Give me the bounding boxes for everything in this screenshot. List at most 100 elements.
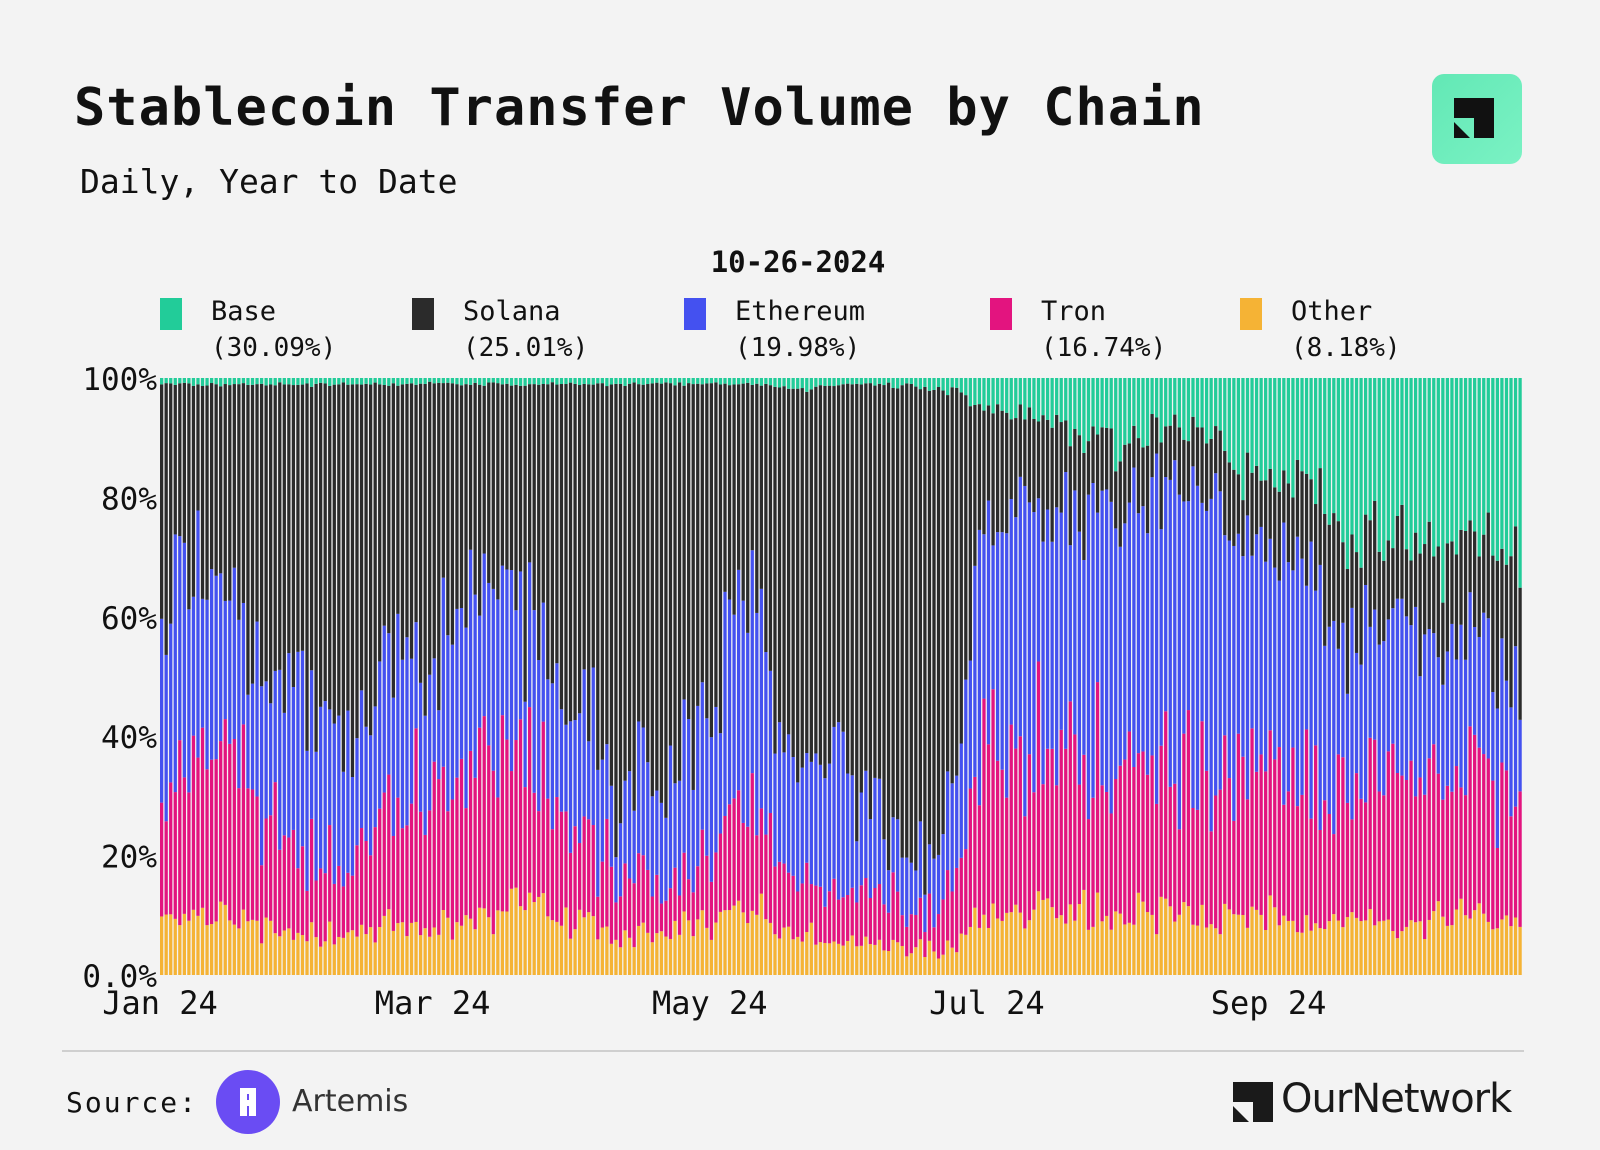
bar-segment-base [941,378,945,391]
bar-segment-tron [500,715,505,912]
bar-segment-base [273,378,277,386]
bar-segment-base [523,378,527,386]
bar-segment-tron [668,888,673,939]
bar-segment-tron [1132,767,1136,925]
bar-segment-other [368,927,373,975]
bar-segment-ethereum [900,857,904,916]
bar-segment-ethereum [264,681,268,819]
bar-segment-other [523,910,527,975]
bar-segment-solana [1214,426,1218,474]
bar-segment-ethereum [700,682,704,830]
bar-segment-other [850,935,854,975]
bar-segment-ethereum [1114,528,1118,780]
bar-segment-tron [646,869,650,933]
bar-segment-ethereum [1318,564,1322,830]
bar-segment-tron [1345,802,1350,918]
bar-segment-ethereum [550,683,554,830]
bar-segment-base [255,378,259,385]
bar-segment-tron [1382,795,1386,921]
bar-segment-solana [514,384,518,611]
bar-segment-base [1332,378,1336,514]
bar-segment-ethereum [773,753,777,867]
bar-segment-base [473,378,477,383]
bar-segment-tron [1418,777,1422,922]
bar-segment-ethereum [1418,676,1422,778]
bar-segment-other [182,913,186,975]
bar-segment-ethereum [882,839,886,905]
bar-segment-tron [496,797,500,911]
bar-segment-ethereum [682,699,686,853]
bar-segment-solana [196,384,200,511]
x-tick-label: Jul 24 [929,984,1045,1022]
bar-segment-base [1250,378,1254,473]
bar-segment-base [1359,378,1363,568]
bar-segment-tron [323,873,327,942]
bar-segment-solana [219,386,223,574]
bar-segment-other [241,909,246,975]
bar-segment-ethereum [528,562,532,708]
bar-segment-base [1168,378,1172,426]
bar-segment-ethereum [791,757,795,876]
bar-segment-base [737,378,741,385]
bar-segment-base [1391,378,1395,549]
bar-segment-tron [214,759,218,922]
bar-segment-other [1386,919,1390,975]
bar-segment-base [1282,378,1286,471]
bar-segment-solana [650,383,654,797]
bar-segment-ethereum [977,529,982,806]
bar-segment-base [205,378,209,386]
bar-segment-base [387,378,391,386]
bar-segment-solana [1400,504,1404,599]
bar-segment-other [478,907,482,975]
bar-segment-tron [341,886,345,938]
bar-segment-base [1427,378,1431,522]
bar-segment-solana [1191,416,1195,467]
bar-segment-base [900,378,904,386]
bar-segment-solana [259,383,264,687]
bar-segment-ethereum [368,735,373,856]
bar-segment-tron [1445,785,1450,926]
bar-segment-ethereum [591,667,595,826]
bar-segment-other [1109,929,1113,975]
bar-segment-solana [1259,480,1263,527]
bar-segment-other [446,917,450,975]
bar-segment-solana [705,383,709,719]
bar-segment-other [505,911,509,975]
bar-segment-tron [482,716,486,909]
bar-segment-ethereum [891,817,895,873]
bar-segment-ethereum [1168,479,1172,787]
bar-segment-base [1491,378,1495,556]
bar-segment-tron [541,721,545,894]
bar-segment-solana [405,383,409,638]
bar-segment-tron [378,808,382,928]
bar-segment-ethereum [1273,567,1277,760]
bar-segment-other [614,939,618,975]
bar-segment-ethereum [1332,620,1336,835]
bar-segment-tron [777,861,782,939]
bar-segment-other [1477,903,1481,975]
bar-segment-tron [755,835,759,915]
bar-segment-solana [836,385,841,723]
bar-segment-base [905,378,909,384]
legend-item-solana: Solana(25.01%) [412,296,588,363]
bar-segment-base [1413,378,1418,533]
bar-segment-base [859,378,863,385]
bar-segment-solana [977,404,982,530]
bar-segment-tron [282,835,286,931]
bar-segment-ethereum [573,720,577,827]
bar-segment-base [1395,378,1400,516]
bar-segment-solana [923,386,927,895]
bar-segment-other [173,918,177,975]
bar-segment-ethereum [1236,533,1241,734]
bar-segment-other [1091,926,1095,975]
bar-segment-tron [1232,820,1236,915]
bar-segment-solana [173,384,177,535]
bar-segment-tron [491,770,495,935]
bar-segment-base [577,378,582,386]
bar-segment-ethereum [164,654,168,822]
bar-segment-base [1023,378,1027,420]
bar-segment-base [1482,378,1486,535]
bar-segment-solana [909,383,913,863]
bar-segment-tron [923,932,927,958]
bar-segment-base [437,378,441,383]
